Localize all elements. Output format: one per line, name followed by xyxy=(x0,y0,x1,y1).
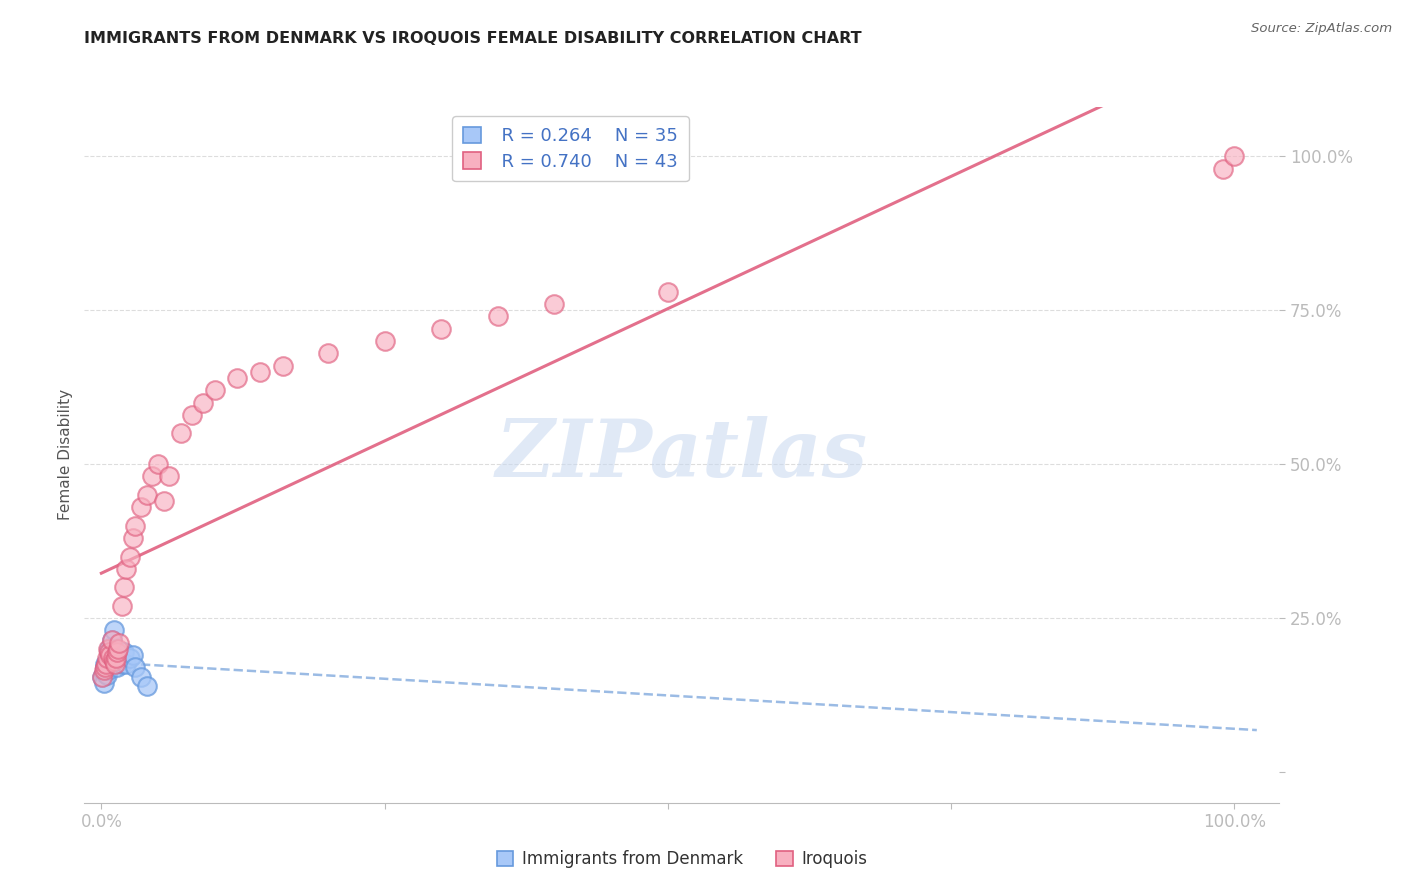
Point xyxy=(122,531,145,545)
Point xyxy=(204,384,226,398)
Point xyxy=(101,651,124,665)
Point xyxy=(226,371,249,385)
Point xyxy=(100,657,122,672)
Point xyxy=(96,662,118,676)
Point xyxy=(96,667,118,681)
Point xyxy=(93,675,115,690)
Point xyxy=(100,632,122,647)
Point xyxy=(94,657,117,672)
Point xyxy=(124,660,146,674)
Y-axis label: Female Disability: Female Disability xyxy=(58,389,73,521)
Point xyxy=(111,599,134,613)
Point xyxy=(94,660,117,674)
Point xyxy=(135,679,157,693)
Point xyxy=(100,632,122,647)
Point xyxy=(107,641,129,656)
Point xyxy=(157,469,180,483)
Point xyxy=(129,500,152,515)
Point xyxy=(97,664,120,678)
Point xyxy=(271,359,294,373)
Point xyxy=(111,657,134,672)
Point xyxy=(657,285,679,299)
Point xyxy=(115,562,138,576)
Point xyxy=(193,395,215,409)
Point xyxy=(91,669,114,683)
Point xyxy=(103,654,125,668)
Point xyxy=(100,648,122,662)
Point xyxy=(430,321,453,335)
Point xyxy=(112,645,135,659)
Point xyxy=(118,549,141,564)
Point xyxy=(91,669,114,683)
Point xyxy=(108,654,131,668)
Point xyxy=(105,660,128,674)
Point xyxy=(118,651,141,665)
Point xyxy=(93,664,115,678)
Point xyxy=(112,580,135,594)
Point xyxy=(94,664,117,678)
Text: Source: ZipAtlas.com: Source: ZipAtlas.com xyxy=(1251,22,1392,36)
Point xyxy=(486,310,509,324)
Point xyxy=(101,657,124,672)
Point xyxy=(543,297,565,311)
Point xyxy=(103,624,125,638)
Point xyxy=(98,645,121,659)
Point xyxy=(105,651,128,665)
Point xyxy=(93,666,115,681)
Point xyxy=(94,657,117,672)
Point xyxy=(94,657,117,672)
Point xyxy=(107,651,129,665)
Point xyxy=(115,657,138,672)
Point xyxy=(94,666,117,681)
Point xyxy=(249,365,271,379)
Point xyxy=(104,654,127,668)
Point xyxy=(1212,161,1234,176)
Point xyxy=(169,426,191,441)
Point xyxy=(97,641,120,656)
Point xyxy=(124,518,146,533)
Text: IMMIGRANTS FROM DENMARK VS IROQUOIS FEMALE DISABILITY CORRELATION CHART: IMMIGRANTS FROM DENMARK VS IROQUOIS FEMA… xyxy=(84,31,862,46)
Point xyxy=(316,346,339,360)
Point xyxy=(103,645,125,659)
Point xyxy=(94,660,117,674)
Point xyxy=(129,669,152,683)
Point xyxy=(98,641,121,656)
Legend: Immigrants from Denmark, Iroquois: Immigrants from Denmark, Iroquois xyxy=(491,843,873,874)
Point xyxy=(105,657,128,672)
Point xyxy=(105,645,128,659)
Point xyxy=(100,639,122,653)
Point xyxy=(97,659,120,673)
Point xyxy=(104,657,127,672)
Point xyxy=(1223,149,1246,163)
Point xyxy=(374,334,396,348)
Text: ZIPatlas: ZIPatlas xyxy=(496,417,868,493)
Point xyxy=(152,494,174,508)
Point xyxy=(100,645,122,659)
Point xyxy=(108,636,131,650)
Point xyxy=(98,651,121,665)
Point xyxy=(181,408,204,422)
Point xyxy=(122,648,145,662)
Point xyxy=(146,457,169,471)
Point xyxy=(101,651,124,665)
Point xyxy=(96,651,118,665)
Point xyxy=(141,469,163,483)
Point xyxy=(135,488,157,502)
